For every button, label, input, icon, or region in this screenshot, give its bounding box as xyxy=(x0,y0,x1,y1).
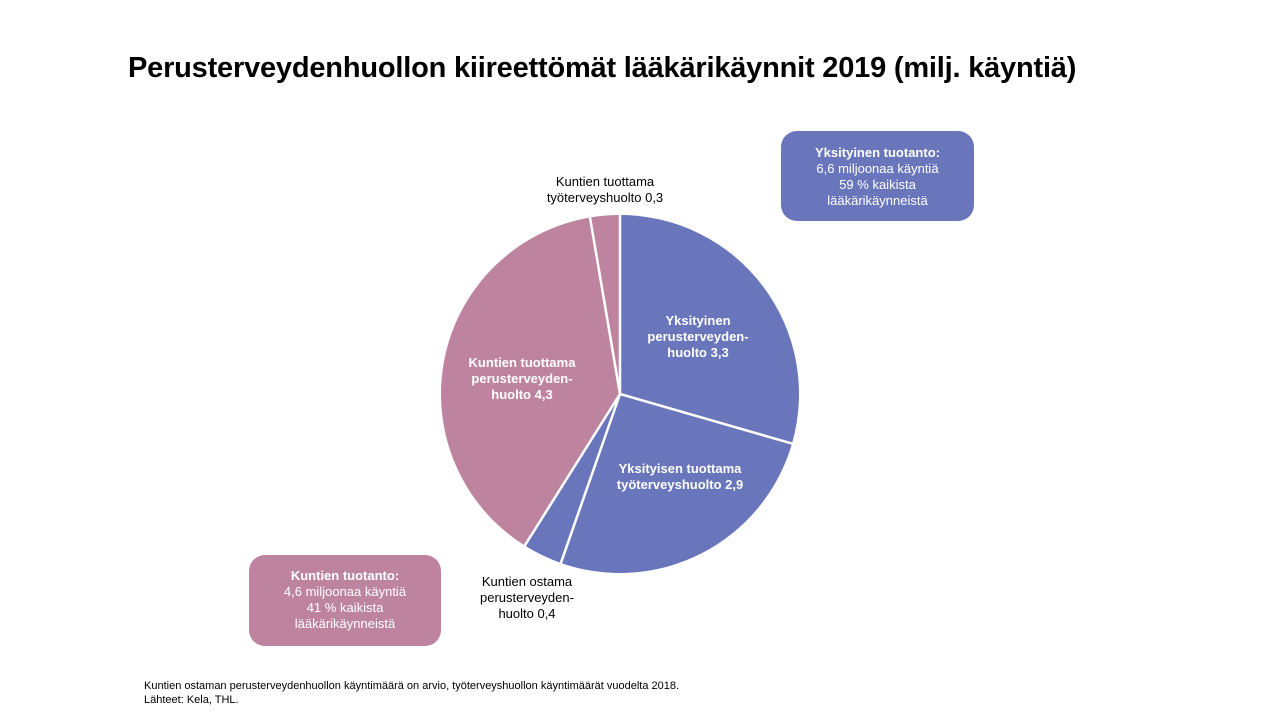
summary-municipal-visits: 4,6 miljoonaa käyntiä xyxy=(283,584,407,599)
summary-private-heading: Yksityinen tuotanto: xyxy=(815,145,940,160)
slice-label-4: Kuntien tuottama perusterveyden-huolto 4,… xyxy=(469,355,577,402)
pie-slice-1 xyxy=(620,215,799,444)
slice-label-3: Kuntien ostama perusterveyden-huolto 0,4 xyxy=(480,574,574,621)
summary-private-share-suffix: lääkärikäynneistä xyxy=(827,193,928,208)
pie-slice-2 xyxy=(560,394,792,574)
summary-box-private: Yksityinen tuotanto: 6,6 miljoonaa käynt… xyxy=(781,131,974,221)
slice-label-1: Yksityinen perusterveyden-huolto 3,3 xyxy=(647,313,748,360)
pie-slice-3 xyxy=(524,394,620,563)
summary-private-visits: 6,6 miljoonaa käyntiä xyxy=(816,161,939,176)
summary-municipal-heading: Kuntien tuotanto: xyxy=(290,568,400,583)
slice-label-5: Kuntien tuottama työterveyshuolto 0,3 xyxy=(547,174,663,205)
slice-separator-3 xyxy=(559,393,622,565)
slice-separator-4 xyxy=(523,393,622,548)
summary-municipal-share-suffix: lääkärikäynneistä xyxy=(294,616,396,631)
slice-separator-5 xyxy=(588,216,622,395)
summary-box-municipal: Kuntien tuotanto: 4,6 miljoonaa käyntiä … xyxy=(249,555,441,646)
chart-title: Perusterveydenhuollon kiireettömät lääkä… xyxy=(128,52,1077,84)
summary-private-share: 59 % kaikista xyxy=(839,177,916,192)
summary-municipal-share: 41 % kaikista xyxy=(306,600,384,615)
slice-label-2: Yksityisen tuottama työterveyshuolto 2,9 xyxy=(617,461,743,492)
footnote-sources: Lähteet: Kela, THL. xyxy=(144,694,239,706)
footnote-note: Kuntien ostaman perusterveydenhuollon kä… xyxy=(144,680,680,692)
footnote: Kuntien ostaman perusterveydenhuollon kä… xyxy=(144,679,679,707)
slice-separator-2 xyxy=(619,392,794,446)
